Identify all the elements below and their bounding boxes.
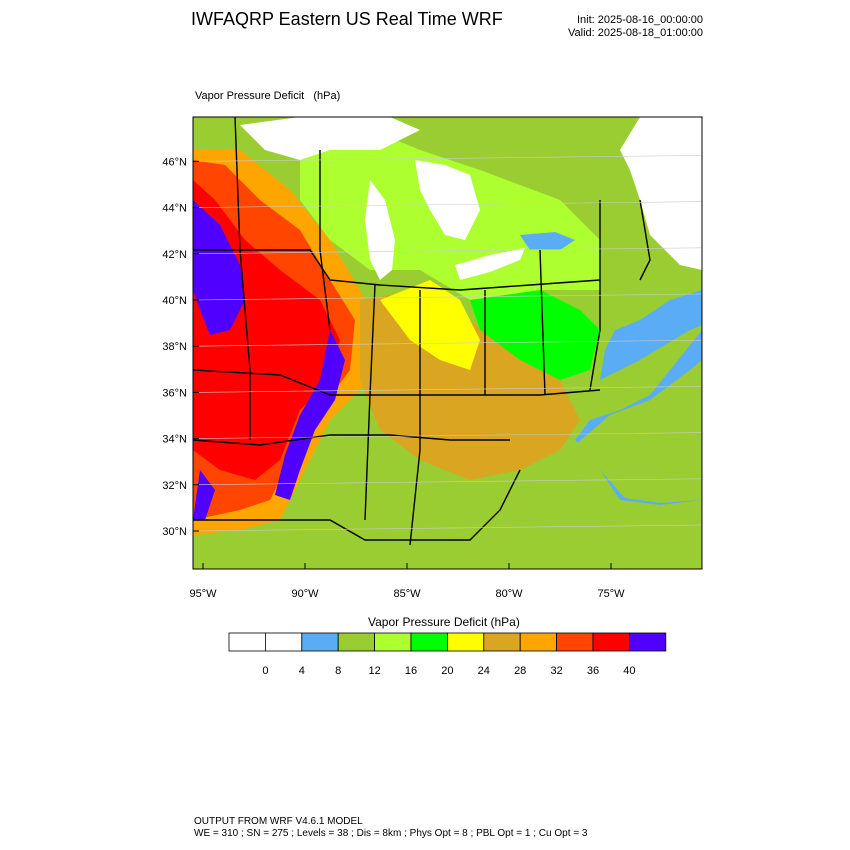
lon-tick-label: 95°W (189, 588, 217, 600)
colorbar-tick-label: 0 (262, 665, 268, 677)
lake-huron (415, 160, 480, 240)
colorbar-swatch (483, 632, 521, 652)
colorbar-tick-label: 36 (587, 665, 599, 677)
colorbar-swatch (446, 632, 485, 652)
grid-parallel (193, 524, 702, 532)
colorbar-swatch (629, 632, 667, 652)
colorbar-tick-label: 28 (514, 665, 526, 677)
colorbar-tick-label: 40 (623, 665, 635, 677)
colorbar-tick-label: 12 (368, 665, 380, 677)
time-info: Init: 2025-08-16_00:00:00 Valid: 2025-08… (568, 14, 703, 40)
lon-axis: 95°W 90°W 85°W 80°W 75°W (189, 563, 625, 600)
lon-tick-label: 80°W (495, 588, 523, 600)
lat-tick-label: 40°N (162, 295, 187, 307)
colorbar-swatch (592, 632, 630, 652)
colorbar-tick-label: 16 (405, 665, 417, 677)
colorbar-swatch (228, 632, 266, 652)
colorbar-title: Vapor Pressure Deficit (hPa) (368, 615, 520, 629)
colorbar: 0 4 8 12 16 20 24 28 32 36 40 (228, 632, 667, 677)
grid-parallel (193, 293, 702, 301)
valid-time: Valid: 2025-08-18_01:00:00 (568, 27, 703, 39)
lake-ontario (520, 232, 575, 250)
colorbar-swatch (556, 632, 594, 652)
state-borders (193, 117, 651, 546)
lat-tick-label: 42°N (162, 249, 187, 261)
colorbar-tick-label: 32 (550, 665, 562, 677)
plot-title: IWFAQRP Eastern US Real Time WRF (191, 9, 503, 29)
graticule (193, 155, 702, 532)
colorbar-tick-label: 20 (441, 665, 453, 677)
init-time: Init: 2025-08-16_00:00:00 (577, 14, 703, 26)
vpd-yellow-central (380, 280, 480, 370)
lon-tick-label: 75°W (597, 588, 625, 600)
vpd-purple-west (193, 200, 245, 335)
colorbar-swatch (374, 632, 412, 652)
vpd-purple-river (275, 330, 345, 500)
lat-tick-label: 36°N (162, 387, 187, 399)
lake-michigan (365, 180, 395, 280)
lat-tick-label: 34°N (162, 434, 187, 446)
lat-tick-label: 32°N (162, 480, 187, 492)
colorbar-tick-label: 8 (335, 665, 341, 677)
grid-parallel (193, 201, 702, 208)
lake-erie (455, 248, 525, 280)
footer-line-2: WE = 310 ; SN = 275 ; Levels = 38 ; Dis … (194, 828, 588, 839)
grid-parallel (193, 247, 702, 255)
lon-tick-label: 85°W (393, 588, 421, 600)
colorbar-swatch (519, 632, 558, 652)
lat-tick-label: 30°N (162, 526, 187, 538)
grid-parallel (193, 155, 702, 162)
lat-tick-label: 38°N (162, 341, 187, 353)
colorbar-swatch (337, 632, 376, 652)
vpd-green-east (470, 290, 600, 380)
colorbar-swatch (410, 632, 448, 652)
map-canvas (193, 117, 702, 569)
grid-parallel (193, 339, 702, 347)
northeast-white (620, 117, 702, 270)
field-label: Vapor Pressure Deficit (hPa) (195, 90, 341, 102)
map-frame (192, 116, 703, 570)
colorbar-swatch (301, 632, 339, 652)
colorbar-tick-label: 4 (299, 665, 305, 677)
colorbar-swatch (264, 632, 303, 652)
vpd-purple-south (193, 470, 215, 520)
colorbar-tick-label: 24 (478, 665, 490, 677)
grid-parallel (193, 432, 702, 439)
gulf-region (193, 540, 470, 569)
model-footer: OUTPUT FROM WRF V4.6.1 MODEL WE = 310 ; … (194, 816, 587, 840)
lake-superior (240, 117, 420, 160)
lat-tick-label: 44°N (162, 203, 187, 215)
lon-tick-label: 90°W (291, 588, 319, 600)
lat-axis: 30°N 32°N 34°N 36°N 38°N 40°N 42°N 44°N 46°N (162, 156, 199, 538)
grid-parallel (193, 386, 702, 393)
footer-line-1: OUTPUT FROM WRF V4.6.1 MODEL (194, 816, 363, 827)
lat-tick-label: 46°N (162, 156, 187, 168)
atlantic-green-band (575, 360, 702, 503)
grid-parallel (193, 478, 702, 486)
